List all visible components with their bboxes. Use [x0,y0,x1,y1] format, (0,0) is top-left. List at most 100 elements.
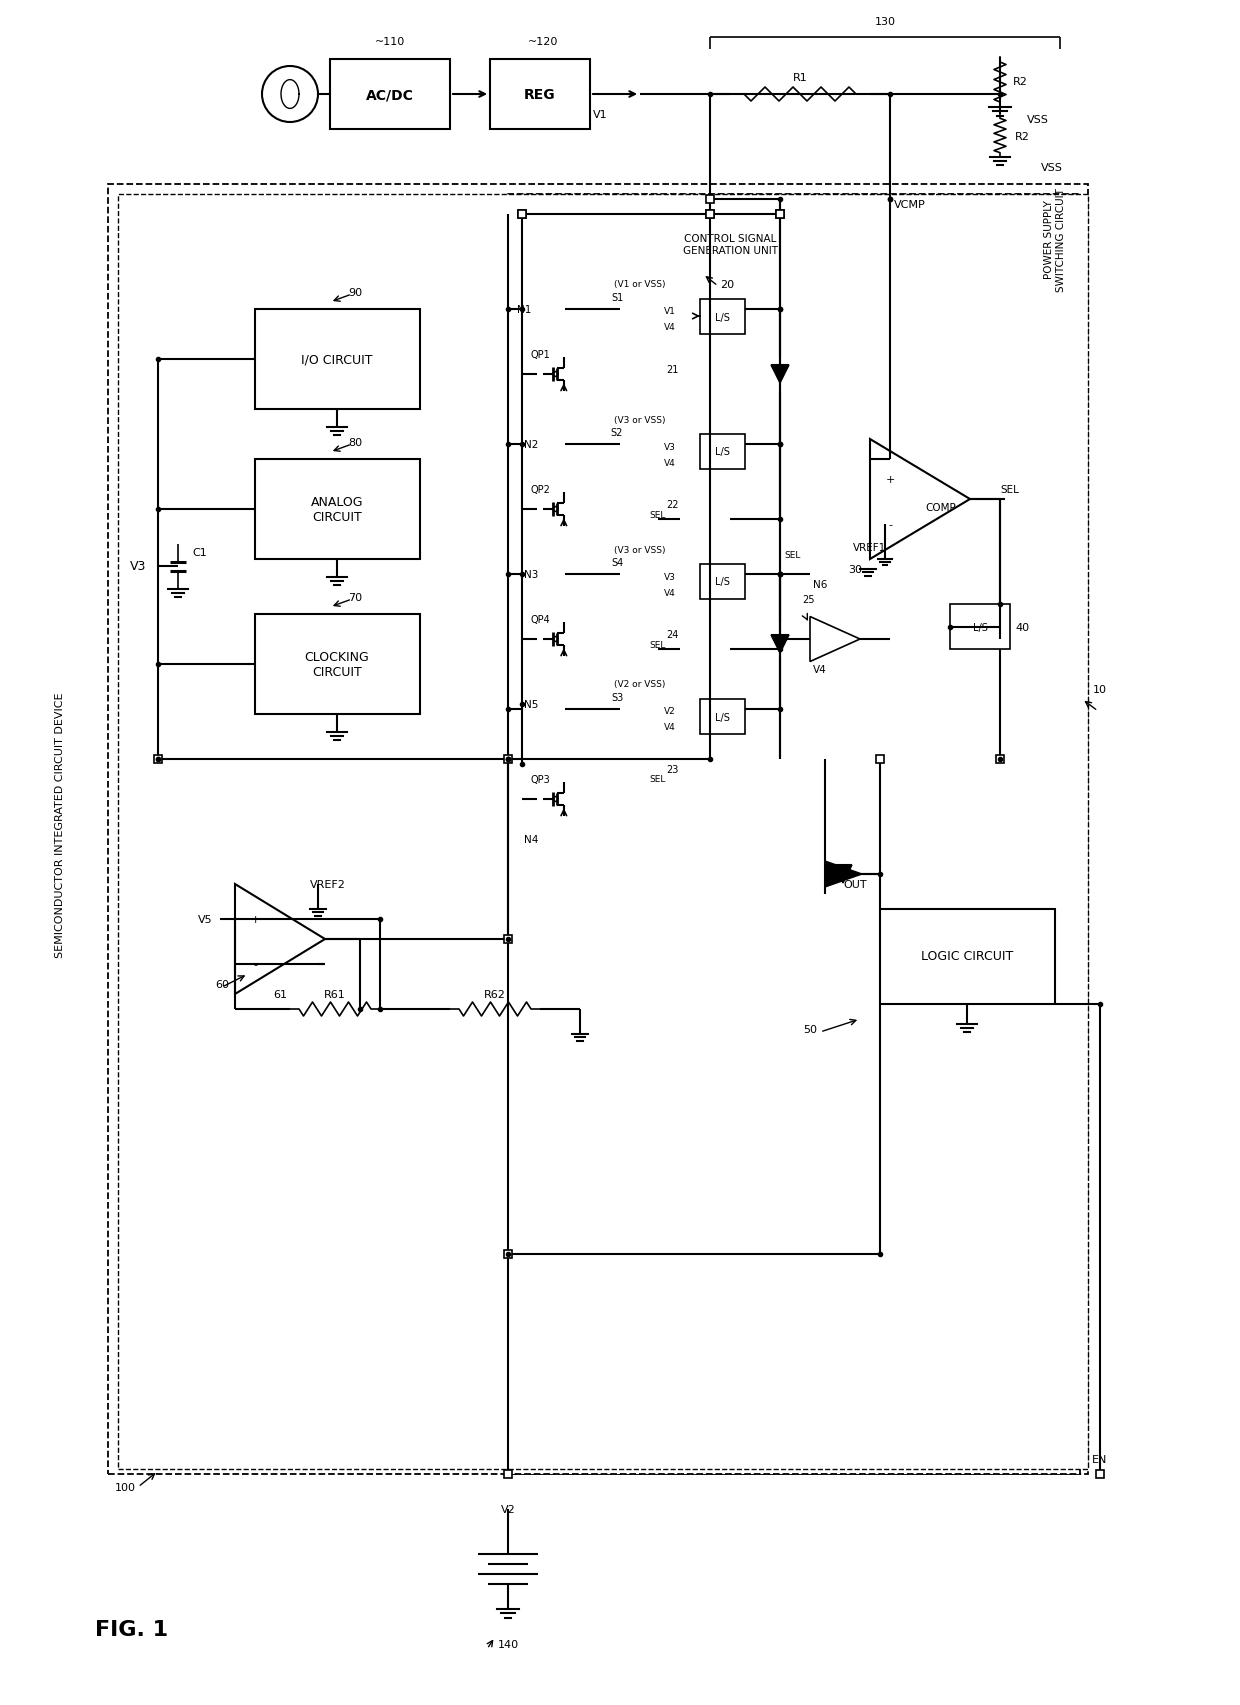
Bar [1096,1470,1104,1478]
Text: ANALOG
CIRCUIT: ANALOG CIRCUIT [311,496,363,523]
Text: REG: REG [525,89,556,102]
Text: V4: V4 [665,588,676,597]
Text: (V3 or VSS): (V3 or VSS) [614,416,666,425]
Text: L/S: L/S [972,622,987,633]
Text: SEL: SEL [650,639,666,650]
Text: R1: R1 [792,73,807,84]
Text: C1: C1 [192,547,207,558]
Text: SEL: SEL [650,510,666,520]
Text: V1: V1 [665,307,676,317]
Text: V1: V1 [593,109,608,119]
Text: N3: N3 [525,569,538,580]
Text: V4: V4 [665,324,676,332]
Text: N6: N6 [812,580,827,590]
Text: 21: 21 [666,365,678,375]
Text: V4: V4 [665,723,676,731]
Text: V3: V3 [130,561,146,573]
Text: 30: 30 [848,564,862,575]
Bar [108,184,1087,1475]
Text: EN: EN [1092,1454,1107,1465]
Bar [503,1470,512,1478]
Bar [701,699,745,735]
Text: 22: 22 [666,500,678,510]
Text: S1: S1 [611,293,624,303]
Text: 20: 20 [720,280,734,290]
Bar [701,564,745,600]
Bar [880,909,1055,1004]
Text: +: + [885,474,895,484]
Text: 130: 130 [874,17,895,27]
Bar [776,211,784,218]
Text: VREF1: VREF1 [853,542,887,552]
Text: 80: 80 [348,438,362,448]
Text: R62: R62 [484,989,506,999]
Bar [776,211,784,218]
Bar [503,936,512,943]
Text: V2: V2 [665,708,676,716]
Text: ~110: ~110 [374,38,405,48]
Bar [706,196,714,205]
Text: POWER SUPPLY
SWITCHING CIRCUIT: POWER SUPPLY SWITCHING CIRCUIT [1044,188,1066,292]
Polygon shape [825,861,862,888]
Text: VREF2: VREF2 [310,880,346,890]
Text: S3: S3 [611,692,624,702]
Text: S2: S2 [611,428,624,438]
Text: V2: V2 [501,1504,516,1514]
Text: V4: V4 [665,459,676,467]
Text: SEL: SEL [650,776,666,784]
Text: ~120: ~120 [528,38,558,48]
Text: V5: V5 [197,914,212,924]
Text: V3: V3 [665,573,676,581]
Bar [706,211,714,218]
Text: AC/DC: AC/DC [366,89,414,102]
Text: VCMP: VCMP [894,199,926,210]
Text: I/O CIRCUIT: I/O CIRCUIT [301,353,373,367]
Polygon shape [771,636,789,653]
Text: QP3: QP3 [531,774,549,784]
Text: 70: 70 [348,593,362,602]
Bar [518,211,526,218]
Text: 23: 23 [666,764,678,774]
Bar [701,435,745,469]
Text: 140: 140 [497,1639,518,1649]
Text: V3: V3 [665,442,676,452]
Text: -: - [888,520,892,530]
Text: R61: R61 [324,989,346,999]
Bar [875,755,884,764]
Text: 50: 50 [804,1025,817,1035]
Text: +: + [250,914,259,924]
Text: QP4: QP4 [531,614,549,624]
Text: FIG. 1: FIG. 1 [95,1620,169,1639]
Text: V4: V4 [813,665,827,675]
Text: S4: S4 [611,558,624,568]
Text: COMP: COMP [925,503,956,513]
Bar [701,300,745,334]
Text: -: - [253,960,257,970]
Text: 40: 40 [1016,622,1029,633]
Text: (V2 or VSS): (V2 or VSS) [614,680,666,689]
Text: 90: 90 [348,288,362,298]
Bar [706,211,714,218]
Text: 10: 10 [1092,685,1107,694]
Text: 60: 60 [215,979,229,989]
Text: N2: N2 [525,440,538,450]
Bar [518,211,526,218]
Bar [950,605,1011,650]
Text: N1: N1 [517,305,531,315]
Text: L/S: L/S [715,578,730,587]
Text: 25: 25 [802,595,815,605]
Text: SEL: SEL [999,484,1019,494]
Text: VSS: VSS [1042,164,1063,172]
Text: SEL: SEL [785,551,801,559]
Text: 61: 61 [273,989,286,999]
Text: SEMICONDUCTOR INTEGRATED CIRCUIT DEVICE: SEMICONDUCTOR INTEGRATED CIRCUIT DEVICE [55,692,64,957]
Bar [255,460,420,559]
Text: L/S: L/S [715,312,730,322]
Text: CLOCKING
CIRCUIT: CLOCKING CIRCUIT [305,651,370,679]
Text: CONTROL SIGNAL
GENERATION UNIT: CONTROL SIGNAL GENERATION UNIT [682,234,777,256]
Text: QP2: QP2 [529,484,549,494]
Text: L/S: L/S [715,447,730,457]
Bar [154,755,162,764]
Text: R2: R2 [1014,131,1029,142]
Text: N5: N5 [525,699,538,709]
